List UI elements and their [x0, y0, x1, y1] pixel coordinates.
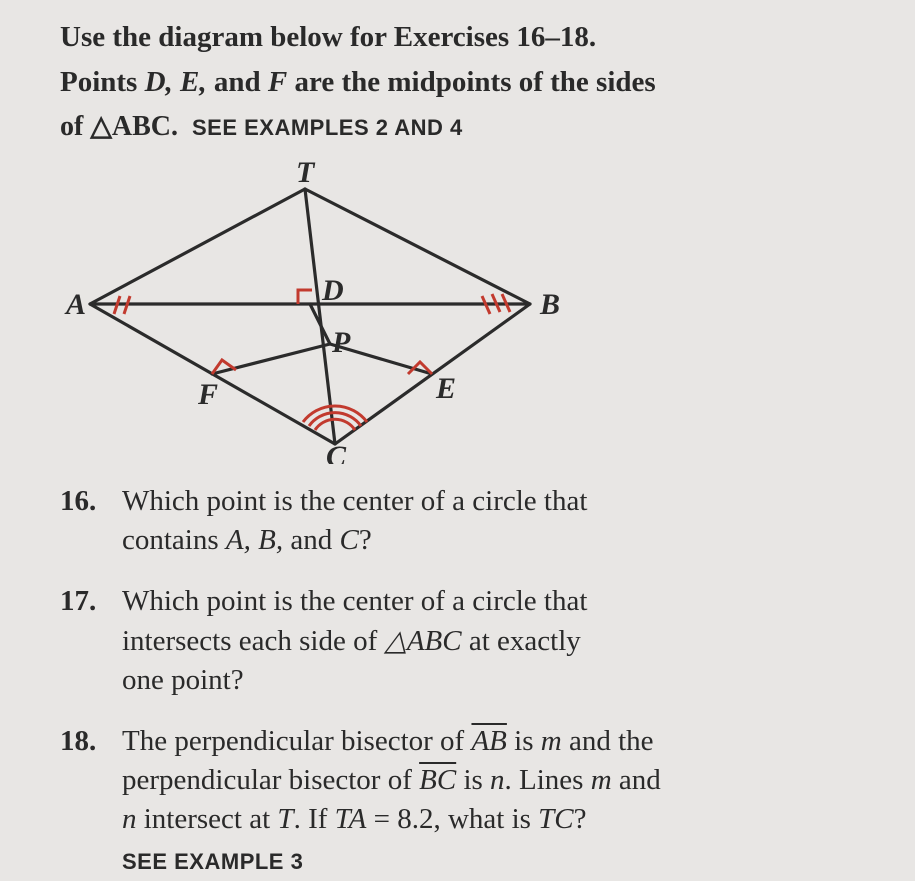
intro-line2-a: Points — [60, 66, 145, 98]
q17-tri: △ABC — [385, 625, 462, 657]
label-T: T — [296, 156, 316, 189]
q17-number: 17. — [60, 582, 122, 699]
question-16: 16. Which point is the center of a circl… — [60, 482, 875, 560]
label-C: C — [326, 440, 347, 464]
q18-m2: m — [591, 764, 612, 796]
intro-line2-b: are the midpoints of the sides — [287, 66, 655, 98]
q18-TA: TA — [335, 803, 367, 835]
intro-line2: Points D, E, and F are the midpoints of … — [60, 63, 875, 102]
label-B: B — [539, 288, 560, 321]
q18-l3c: . If — [294, 803, 335, 835]
q18-l2d: and — [612, 764, 661, 796]
q16-l1: Which point is the center of a circle th… — [122, 485, 587, 517]
q18-l2c: . Lines — [505, 764, 591, 796]
triangle-diagram: A B C T D E F P — [60, 154, 580, 464]
intro-and: and — [207, 66, 268, 98]
q17-l2b: at exactly — [462, 625, 581, 657]
q17-l2a: intersects each side of — [122, 625, 385, 657]
see-examples: SEE EXAMPLES 2 AND 4 — [192, 115, 463, 140]
q18-l2b: is — [456, 764, 490, 796]
label-P: P — [331, 326, 351, 359]
q16-c: C — [339, 524, 358, 556]
q16-pts: A, B, — [226, 524, 283, 556]
q17-l1: Which point is the center of a circle th… — [122, 585, 587, 617]
q18-T: T — [277, 803, 293, 835]
q18-l1b: is — [507, 725, 541, 757]
label-D: D — [321, 274, 344, 307]
q18-ab: AB — [471, 725, 506, 757]
q17-text: Which point is the center of a circle th… — [122, 582, 875, 699]
q18-l3b: intersect at — [137, 803, 278, 835]
q18-bc: BC — [419, 764, 456, 796]
q18-n: n — [490, 764, 505, 796]
label-E: E — [435, 372, 456, 405]
q18-TC: TC — [538, 803, 573, 835]
intro-of-text: of — [60, 111, 90, 142]
intro-line1: Use the diagram below for Exercises 16–1… — [60, 18, 875, 57]
intro-line3: of △ABC. SEE EXAMPLES 2 AND 4 — [60, 108, 875, 146]
q18-qm: ? — [574, 803, 587, 835]
q18-n2: n — [122, 803, 137, 835]
q18-l3d: = 8.2, what is — [366, 803, 538, 835]
q18-l1c: and the — [562, 725, 654, 757]
question-17: 17. Which point is the center of a circl… — [60, 582, 875, 699]
question-18: 18. The perpendicular bisector of AB is … — [60, 722, 875, 877]
q17-l3: one point? — [122, 664, 244, 696]
point-F: F — [268, 66, 287, 98]
q18-m: m — [541, 725, 562, 757]
label-A: A — [64, 288, 86, 321]
q16-number: 16. — [60, 482, 122, 560]
q16-and: and — [283, 524, 339, 556]
q18-l2a: perpendicular bisector of — [122, 764, 419, 796]
points-DE: D, E, — [145, 66, 207, 98]
label-F: F — [197, 378, 218, 411]
q18-l1a: The perpendicular bisector of — [122, 725, 471, 757]
triangle-abc: △ABC. — [90, 111, 178, 142]
diagram-container: A B C T D E F P — [60, 154, 875, 464]
q16-text: Which point is the center of a circle th… — [122, 482, 875, 560]
see-example-3: SEE EXAMPLE 3 — [122, 847, 875, 877]
q18-number: 18. — [60, 722, 122, 877]
q18-text: The perpendicular bisector of AB is m an… — [122, 722, 875, 877]
q16-qm: ? — [359, 524, 372, 556]
q16-l2a: contains — [122, 524, 226, 556]
